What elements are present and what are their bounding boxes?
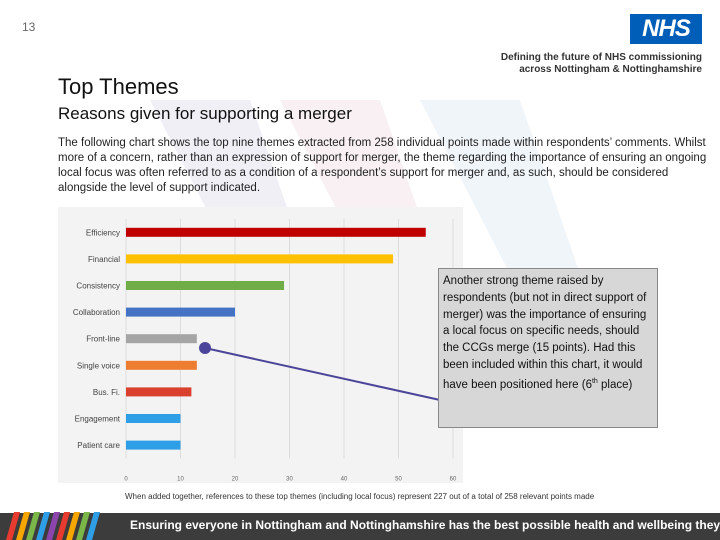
x-tick-label: 30 <box>286 476 293 482</box>
chart-area: 0 10 20 30 40 50 60 Efficiency Financial Consiste… <box>58 207 463 483</box>
page-number: 13 <box>22 20 36 34</box>
x-tick-label: 60 <box>450 476 457 482</box>
bar <box>126 440 181 450</box>
bar <box>126 414 181 423</box>
bar <box>126 254 394 264</box>
x-tick-label: 50 <box>395 476 402 482</box>
category-label: Consistency <box>76 282 120 291</box>
category-label: Collaboration <box>73 308 120 317</box>
callout-superscript: th <box>591 377 598 385</box>
footer-stripes-graphic <box>6 512 100 540</box>
callout-text-end: place) <box>597 378 633 391</box>
bar-chart: 0 10 20 30 40 50 60 Efficiency Financial Consiste… <box>73 219 457 482</box>
category-label: Efficiency <box>86 228 120 237</box>
bar <box>126 387 192 397</box>
x-tick-label: 40 <box>341 476 348 482</box>
document-subtitle: Defining the future of NHS commissioning… <box>500 52 702 75</box>
bar <box>126 307 235 317</box>
footnote: When added together, references to these… <box>125 492 595 501</box>
footer-bar <box>0 513 720 540</box>
category-label: Front-line <box>86 335 120 344</box>
intro-paragraph: The following chart shows the top nine t… <box>58 137 707 194</box>
x-tick-label: 10 <box>177 476 184 482</box>
page-title: Top Themes <box>58 74 179 99</box>
bar <box>126 334 197 344</box>
nhs-logo: NHS <box>630 14 702 44</box>
category-label: Bus. Fi. <box>93 388 120 397</box>
category-label: Patient care <box>77 441 120 450</box>
page-subtitle: Reasons given for supporting a merger <box>58 104 352 123</box>
bar <box>126 227 426 237</box>
category-label: Single voice <box>77 361 121 370</box>
category-label: Financial <box>88 255 120 264</box>
bar <box>126 281 285 290</box>
x-tick-label: 0 <box>124 476 128 482</box>
x-tick-label: 20 <box>232 476 239 482</box>
category-label: Engagement <box>75 415 121 424</box>
footer-text: Ensuring everyone in Nottingham and Nott… <box>130 518 720 532</box>
callout-text: Another strong theme raised by responden… <box>443 275 647 391</box>
callout-box: Another strong theme raised by responden… <box>438 268 658 428</box>
bar <box>126 360 197 370</box>
